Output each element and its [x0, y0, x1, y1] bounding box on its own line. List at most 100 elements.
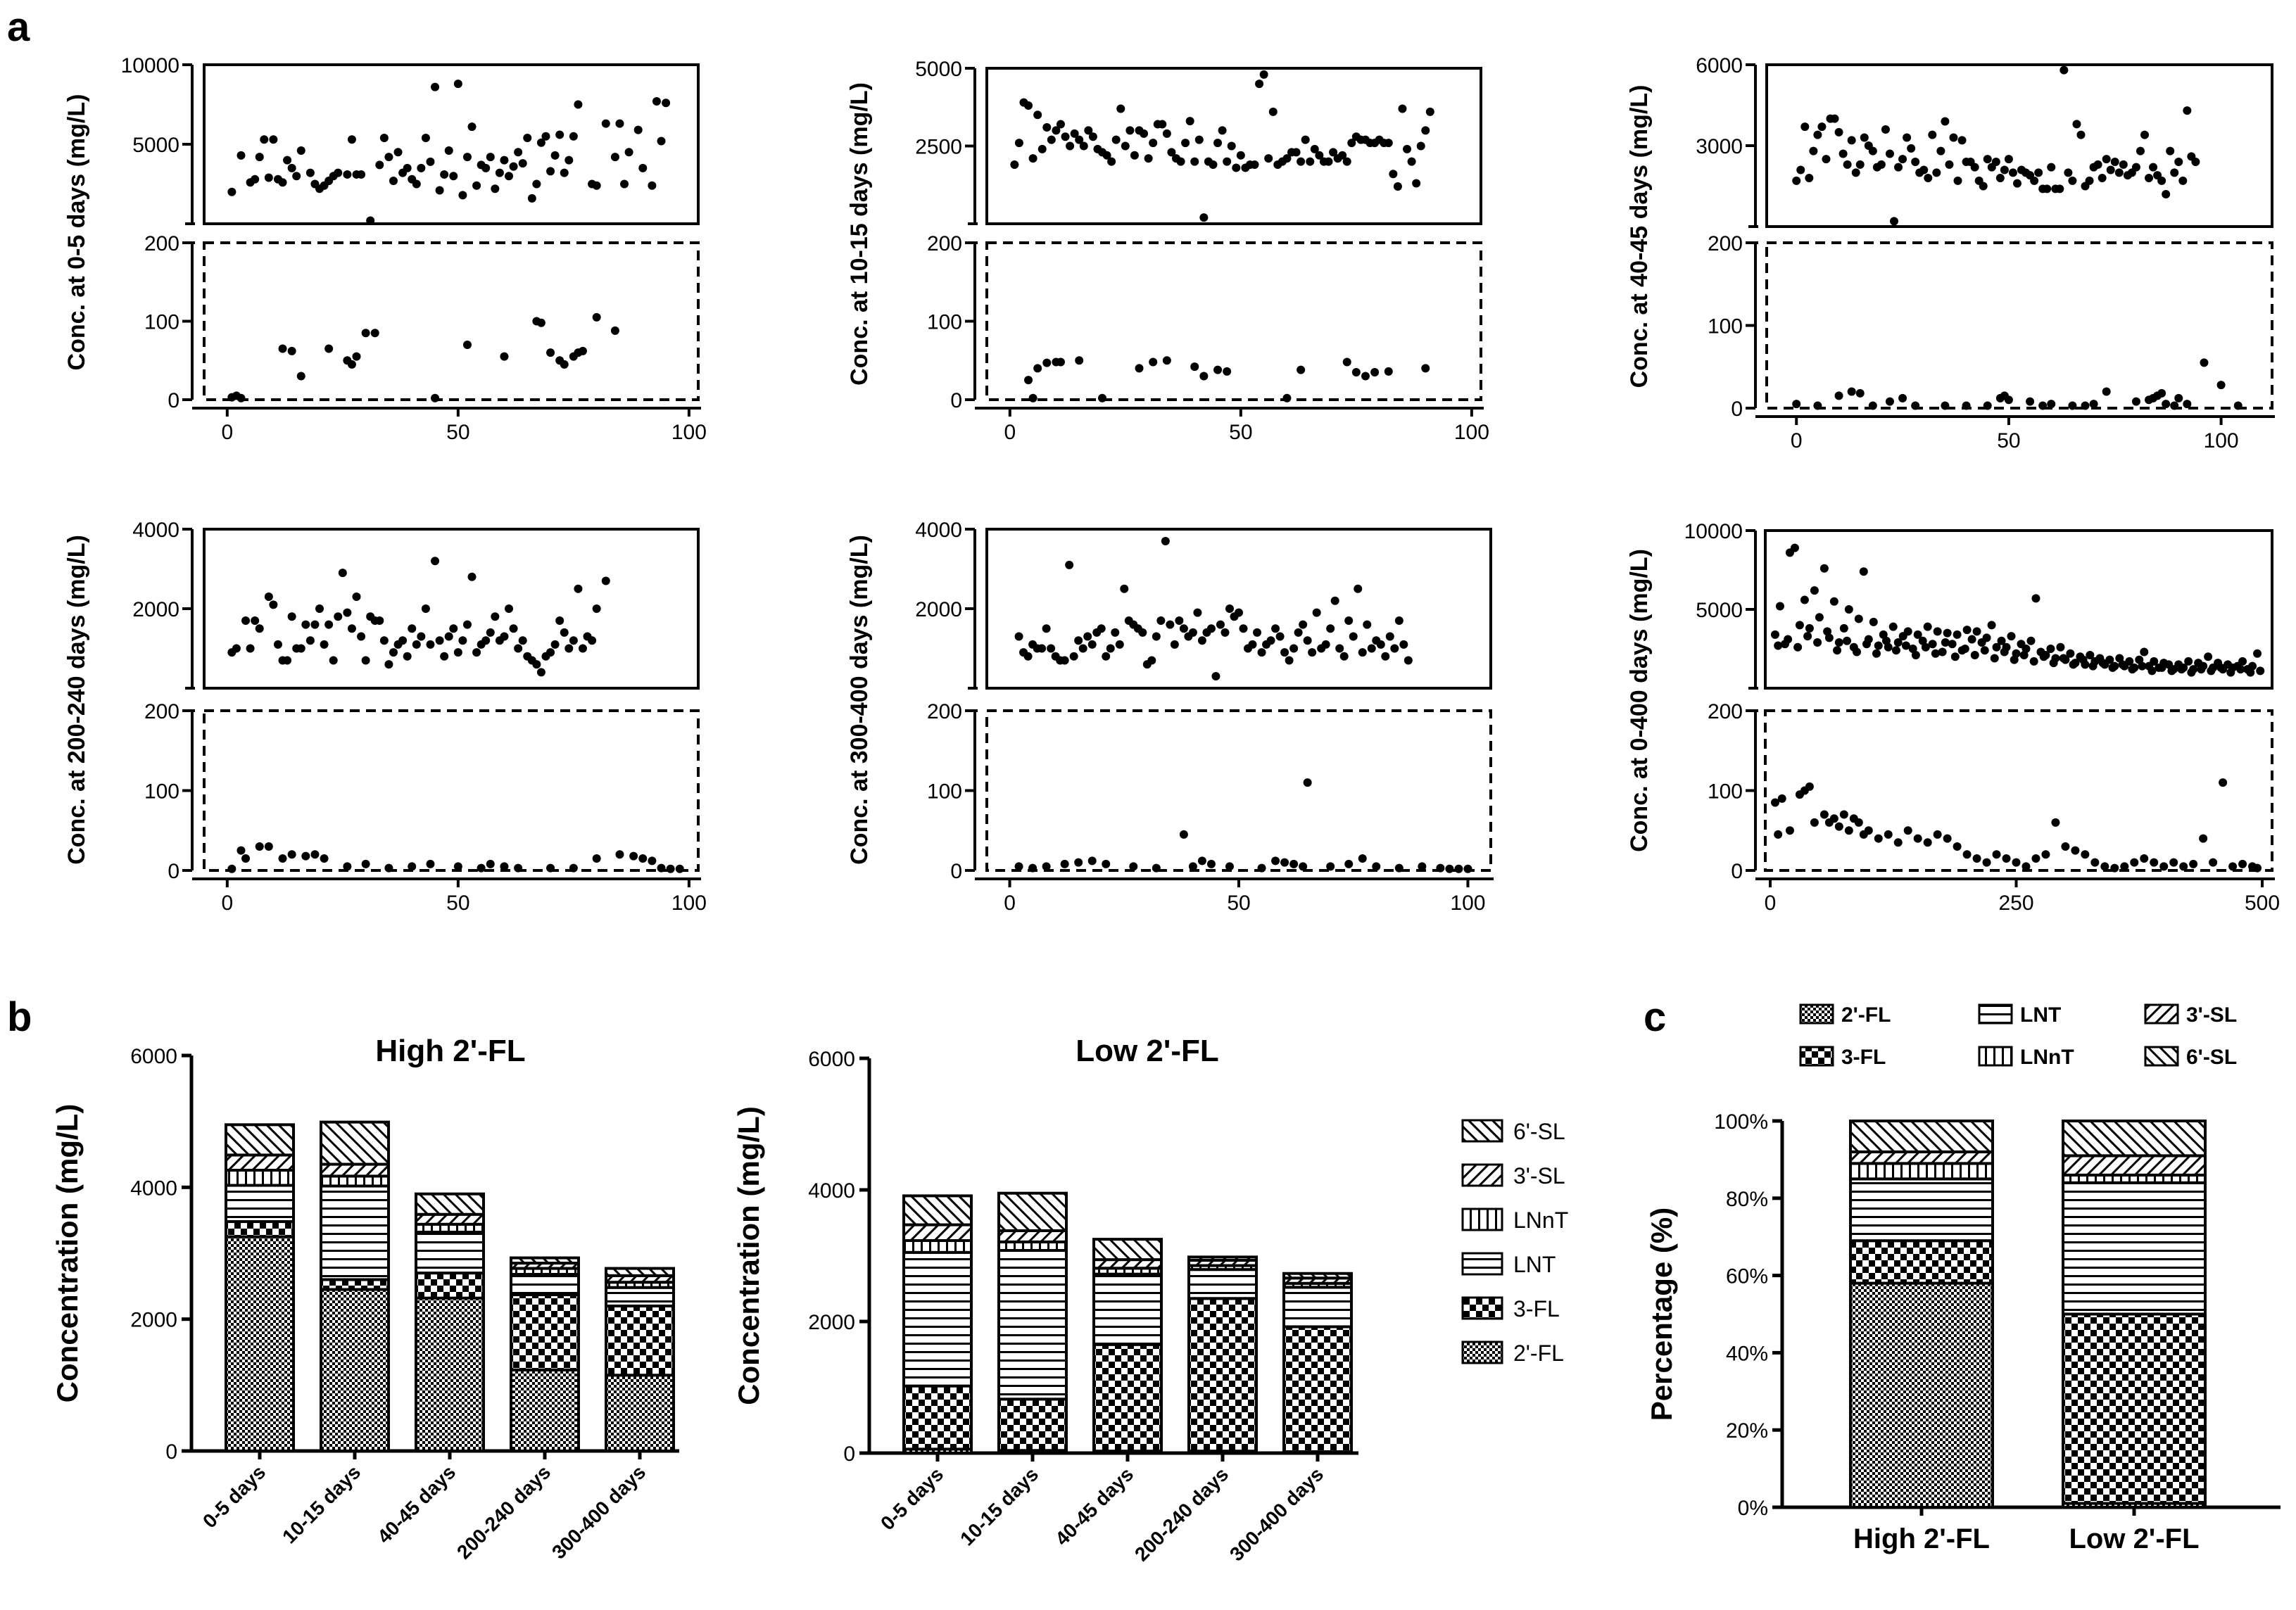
data-point	[1792, 176, 1801, 185]
bar-segment-lnt	[510, 1272, 580, 1297]
data-point	[1179, 830, 1188, 839]
data-point	[2012, 179, 2021, 188]
data-point	[500, 632, 509, 641]
data-point	[2049, 659, 2058, 668]
data-point	[1908, 645, 1917, 653]
y-tick-label: 0	[1731, 398, 1743, 421]
data-point	[1149, 139, 1158, 148]
data-point	[1347, 139, 1356, 148]
data-point	[2008, 168, 2017, 177]
data-point	[495, 168, 504, 177]
bar-segment-3sl	[902, 1223, 973, 1242]
data-point	[1282, 393, 1292, 402]
upper-plot-frame	[985, 528, 1492, 690]
scatter-0-5-days: 5000 10000 0 100 200 0 50 100 Conc. at 0-5 days …	[63, 54, 707, 444]
data-point	[2209, 858, 2218, 867]
data-point	[305, 636, 315, 645]
y-tick-label: 0	[950, 860, 962, 883]
data-point	[2120, 862, 2129, 871]
bar-segment-3sl	[320, 1162, 390, 1178]
data-point	[578, 644, 587, 653]
data-point	[1326, 624, 1335, 633]
data-point	[1266, 636, 1275, 645]
y-tick-label: 0	[168, 860, 179, 883]
data-point	[1403, 144, 1412, 153]
data-point	[2204, 652, 2213, 661]
data-point	[426, 640, 435, 649]
panel-label-b: b	[7, 994, 32, 1040]
data-point	[1982, 633, 1991, 642]
data-point	[1185, 117, 1194, 126]
y-tick-label: 0	[843, 1443, 855, 1466]
data-point	[1147, 656, 1156, 665]
data-point	[2216, 381, 2226, 390]
data-point	[514, 148, 523, 157]
data-point	[1248, 640, 1257, 649]
data-point	[2000, 165, 2009, 175]
data-point	[296, 146, 305, 156]
panel-label-a: a	[7, 4, 30, 50]
legend-label: LNnT	[2020, 1046, 2074, 1069]
data-point	[1361, 372, 1370, 381]
data-point	[610, 326, 619, 335]
data-point	[2059, 654, 2068, 663]
data-point	[1193, 608, 1202, 617]
data-point	[1784, 635, 1793, 644]
data-point	[278, 344, 287, 353]
data-point	[1817, 122, 1827, 132]
data-point	[1463, 864, 1472, 873]
data-point	[241, 616, 251, 625]
data-point	[1326, 862, 1335, 871]
data-point	[389, 648, 398, 657]
data-point	[536, 138, 545, 147]
data-point	[1898, 393, 1907, 402]
data-point	[2102, 387, 2111, 396]
data-point	[1860, 133, 1869, 142]
data-point	[329, 656, 338, 665]
data-point	[301, 620, 310, 629]
data-point	[1853, 647, 1862, 657]
data-point	[1445, 864, 1454, 873]
data-point	[1843, 636, 1852, 645]
bar-segment-2fl	[320, 1288, 390, 1453]
data-point	[1028, 154, 1037, 163]
data-point	[1209, 160, 1218, 170]
data-point	[1847, 136, 1856, 145]
data-point	[2079, 655, 2088, 664]
data-point	[2029, 657, 2038, 666]
y-tick-label: 4000	[130, 1177, 177, 1200]
data-point	[2130, 858, 2139, 867]
data-point	[1881, 125, 1890, 134]
data-point	[1819, 564, 1829, 573]
legend-b: 6'-SL 3'-SL LNnT LNT 3-FL 2'-FL	[1461, 1119, 1568, 1366]
data-point	[550, 151, 560, 160]
upper-plot-frame	[203, 528, 700, 690]
data-point	[546, 348, 555, 357]
legend-swatch	[2144, 1003, 2179, 1025]
data-point	[343, 862, 352, 871]
data-point	[1885, 149, 1894, 158]
data-point	[1833, 646, 1842, 655]
y-tick-label: 20%	[1726, 1419, 1768, 1443]
data-point	[2098, 659, 2107, 668]
data-point	[536, 318, 545, 327]
data-point	[2089, 400, 2098, 409]
data-point	[417, 632, 426, 641]
data-point	[472, 648, 481, 657]
data-point	[352, 592, 361, 602]
data-point	[2140, 647, 2149, 657]
data-point	[1972, 854, 1981, 863]
data-point	[2051, 818, 2060, 827]
y-tick-label: 100	[144, 780, 179, 804]
data-point	[1881, 636, 1891, 645]
data-point	[1911, 650, 1920, 659]
data-point	[1790, 543, 1799, 552]
y-tick-label: 100%	[1714, 1110, 1768, 1134]
chart-title: Low 2'-FL	[1076, 1034, 1219, 1068]
data-point	[675, 864, 684, 873]
data-point	[431, 82, 440, 91]
data-point	[657, 863, 666, 873]
data-point	[315, 604, 324, 613]
data-point	[1980, 646, 1989, 655]
bar-segment-lnt	[2062, 1181, 2207, 1316]
